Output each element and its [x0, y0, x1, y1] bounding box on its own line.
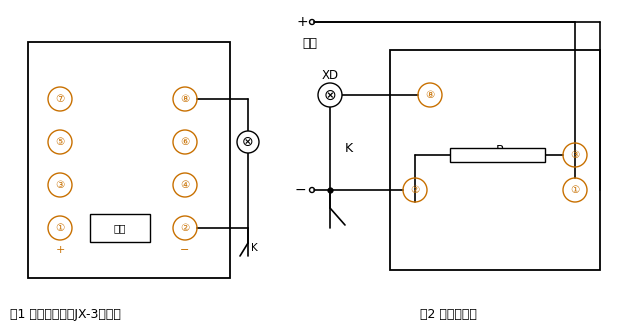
Text: ②: ② — [180, 223, 190, 233]
Bar — [450, 148, 545, 162]
Bar — [28, 42, 230, 278]
Text: K: K — [345, 141, 353, 155]
Circle shape — [237, 131, 259, 153]
Text: ③: ③ — [55, 180, 65, 190]
Text: K: K — [251, 243, 258, 253]
Text: ④: ④ — [180, 180, 190, 190]
Text: 电源: 电源 — [114, 223, 126, 233]
Text: R: R — [496, 144, 504, 157]
Text: ⑧: ⑧ — [180, 94, 190, 104]
Text: 电源: 电源 — [302, 37, 317, 50]
Text: XD: XD — [322, 69, 338, 82]
Text: ⑤: ⑤ — [55, 137, 65, 147]
Text: −: − — [180, 245, 190, 255]
Text: ①: ① — [55, 223, 65, 233]
Text: −: − — [294, 183, 306, 197]
Text: ①: ① — [570, 185, 580, 195]
Bar — [90, 214, 150, 242]
Text: +: + — [296, 15, 308, 29]
Text: ②: ② — [411, 185, 420, 195]
Text: ⊗: ⊗ — [242, 135, 254, 149]
Text: 图2 试验接线图: 图2 试验接线图 — [420, 308, 477, 321]
Text: ③: ③ — [570, 150, 580, 160]
Text: +: + — [55, 245, 65, 255]
Text: ⑦: ⑦ — [55, 94, 65, 104]
Circle shape — [318, 83, 342, 107]
Bar — [390, 50, 600, 270]
Text: ⑥: ⑥ — [180, 137, 190, 147]
Text: ⊗: ⊗ — [323, 87, 337, 102]
Text: ⑧: ⑧ — [425, 90, 435, 100]
Text: 图1 嵌入式继电器JX-3端子图: 图1 嵌入式继电器JX-3端子图 — [10, 308, 121, 321]
